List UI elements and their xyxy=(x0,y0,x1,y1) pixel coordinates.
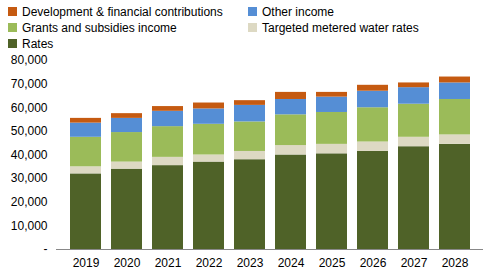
svg-text:2026: 2026 xyxy=(360,256,387,270)
html-text:Targeted metered water rates: Targeted metered water rates xyxy=(262,20,419,35)
svg-text:2028: 2028 xyxy=(442,256,469,270)
svg-text:20,000: 20,000 xyxy=(11,195,48,209)
svg-text:30,000: 30,000 xyxy=(11,171,48,185)
svg-text:10,000: 10,000 xyxy=(11,219,48,233)
svg-text:60,000: 60,000 xyxy=(11,101,48,115)
svg-text:2025: 2025 xyxy=(319,256,346,270)
svg-text:-: - xyxy=(44,242,48,256)
svg-text:2020: 2020 xyxy=(114,256,141,270)
html-text:Rates: Rates xyxy=(22,36,54,51)
svg-text:40,000: 40,000 xyxy=(11,148,48,162)
svg-text:2023: 2023 xyxy=(237,256,264,270)
html-text:Other income: Other income xyxy=(262,4,334,19)
svg-text:2024: 2024 xyxy=(278,256,305,270)
svg-text:2022: 2022 xyxy=(196,256,223,270)
svg-text:2021: 2021 xyxy=(155,256,182,270)
html-text:Grants and subsidies income: Grants and subsidies income xyxy=(22,20,177,35)
svg-text:70,000: 70,000 xyxy=(11,77,48,91)
svg-text:50,000: 50,000 xyxy=(11,124,48,138)
svg-text:2019: 2019 xyxy=(73,256,100,270)
svg-text:80,000: 80,000 xyxy=(11,53,48,67)
svg-text:2027: 2027 xyxy=(401,256,428,270)
html-text:Development & financial contri: Development & financial contributions xyxy=(22,4,223,19)
